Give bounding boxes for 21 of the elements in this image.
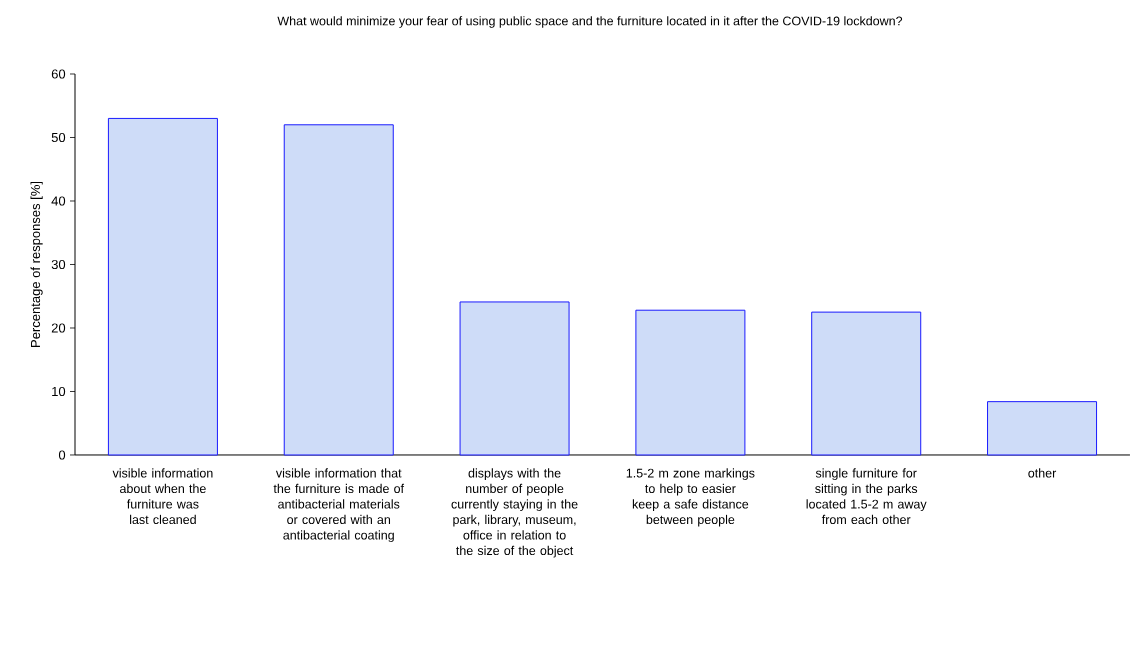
y-axis-title: Percentage of responses [%]: [30, 181, 43, 347]
y-tick-label: 30: [51, 259, 66, 270]
x-tick-label: other: [1028, 468, 1057, 478]
x-tick-label: displays with the number of people currently staying in the park, library, museum, office in relation to the size of the object: [451, 468, 578, 558]
x-tick-label: visible information about when the furniture was last cleaned: [112, 468, 213, 525]
bar: [459, 301, 570, 456]
x-tick-label: visible information that the furniture is made of antibacterial materials or covered with an antibacterial coating: [273, 468, 405, 542]
bar: [107, 117, 218, 456]
y-tick-label: 0: [58, 450, 66, 460]
x-tick-label: 1.5-2 m zone markings to help to easier keep a safe distance between people: [626, 468, 755, 527]
y-tick-label: 40: [51, 196, 66, 206]
bar: [635, 309, 746, 456]
x-tick-label: single furniture for sitting in the parks located 1.5-2 m away from each other: [806, 468, 927, 525]
chart-title: What would minimize your fear of using public space and the furniture located in it after the COVID-19 lockdown?: [277, 16, 903, 28]
y-tick-label: 60: [51, 69, 66, 79]
bar: [811, 311, 922, 456]
bar: [283, 124, 394, 456]
y-tick-label: 10: [52, 386, 66, 397]
bar: [987, 401, 1098, 456]
y-tick-label: 20: [51, 323, 66, 333]
y-tick-label: 50: [51, 132, 66, 143]
